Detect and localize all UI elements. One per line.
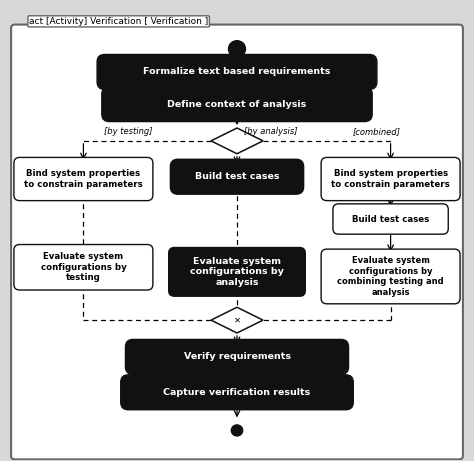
Text: ✕: ✕ [234, 316, 240, 325]
Text: Capture verification results: Capture verification results [164, 388, 310, 397]
Text: Bind system properties
to constrain parameters: Bind system properties to constrain para… [24, 169, 143, 189]
FancyBboxPatch shape [321, 249, 460, 304]
Text: Bind system properties
to constrain parameters: Bind system properties to constrain para… [331, 169, 450, 189]
FancyBboxPatch shape [170, 159, 304, 194]
FancyBboxPatch shape [14, 157, 153, 201]
Text: Build test cases: Build test cases [195, 172, 279, 181]
Text: [by testing]: [by testing] [104, 127, 153, 136]
Text: Verify requirements: Verify requirements [183, 352, 291, 361]
Text: [by analysis]: [by analysis] [244, 127, 298, 136]
Text: Evaluate system
configurations by
analysis: Evaluate system configurations by analys… [190, 257, 284, 287]
FancyBboxPatch shape [121, 375, 353, 410]
Text: Build test cases: Build test cases [352, 214, 429, 224]
Polygon shape [211, 128, 263, 154]
FancyBboxPatch shape [169, 248, 305, 296]
Text: act [Activity] Verification [ Verification ]: act [Activity] Verification [ Verificati… [29, 17, 208, 26]
Text: [combined]: [combined] [353, 127, 401, 136]
FancyBboxPatch shape [11, 24, 463, 459]
Text: Evaluate system
configurations by
combining testing and
analysis: Evaluate system configurations by combin… [337, 256, 444, 296]
FancyBboxPatch shape [102, 87, 372, 122]
FancyBboxPatch shape [333, 204, 448, 234]
FancyBboxPatch shape [97, 54, 377, 89]
Text: Formalize text based requirements: Formalize text based requirements [143, 67, 331, 77]
FancyBboxPatch shape [14, 244, 153, 290]
Text: Evaluate system
configurations by
testing: Evaluate system configurations by testin… [40, 252, 126, 282]
Text: Define context of analysis: Define context of analysis [167, 100, 307, 109]
Polygon shape [211, 307, 263, 333]
FancyBboxPatch shape [321, 157, 460, 201]
Circle shape [227, 420, 247, 441]
Circle shape [231, 425, 243, 436]
Circle shape [228, 41, 246, 57]
FancyBboxPatch shape [126, 339, 348, 374]
